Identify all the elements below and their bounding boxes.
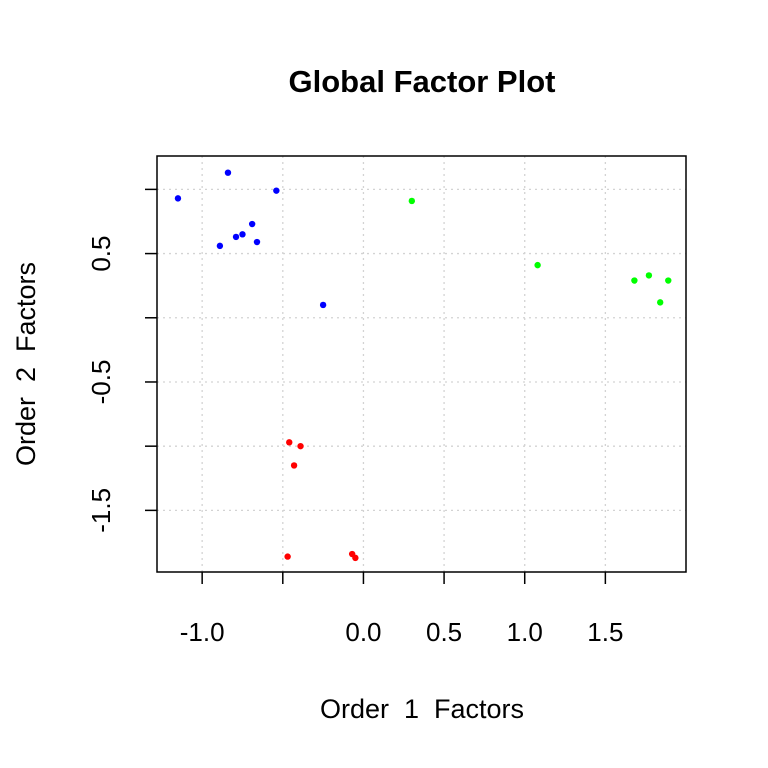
data-point <box>216 242 224 250</box>
data-point <box>656 299 664 306</box>
data-point <box>174 195 182 202</box>
data-point <box>224 169 232 176</box>
data-point <box>232 233 240 241</box>
y-tick-label: -0.5 <box>86 360 116 405</box>
x-tick-label: 1.0 <box>507 617 543 647</box>
y-axis-label: Order 2 Factors <box>11 262 41 466</box>
data-point <box>273 187 280 194</box>
x-axis-label: Order 1 Factors <box>320 694 524 724</box>
x-tick-label: 0.5 <box>426 617 462 647</box>
data-point <box>248 220 256 228</box>
data-point <box>319 301 327 309</box>
x-axis: -1.0 0.0 0.5 1.0 1.5 <box>180 572 623 647</box>
data-point <box>290 462 298 469</box>
data-point <box>253 238 261 246</box>
data-point <box>352 554 359 562</box>
y-tick-label: -1.5 <box>86 488 116 533</box>
data-point <box>297 442 304 450</box>
data-point <box>645 272 653 279</box>
chart-title: Global Factor Plot <box>289 64 556 99</box>
data-point <box>286 439 293 446</box>
x-tick-label: 0.0 <box>345 617 381 647</box>
y-axis: -1.5 -0.5 0.5 <box>86 188 157 533</box>
x-tick-label: -1.0 <box>180 617 225 647</box>
y-tick-label: 0.5 <box>86 236 116 272</box>
data-point <box>239 231 246 238</box>
data-point <box>534 261 541 269</box>
data-point <box>284 553 291 560</box>
plot-frame <box>156 155 687 573</box>
x-tick-label: 1.5 <box>587 617 623 647</box>
data-point <box>665 277 672 284</box>
data-point <box>631 277 638 284</box>
data-point <box>408 197 416 205</box>
data-points <box>174 169 672 562</box>
grid <box>157 156 686 572</box>
